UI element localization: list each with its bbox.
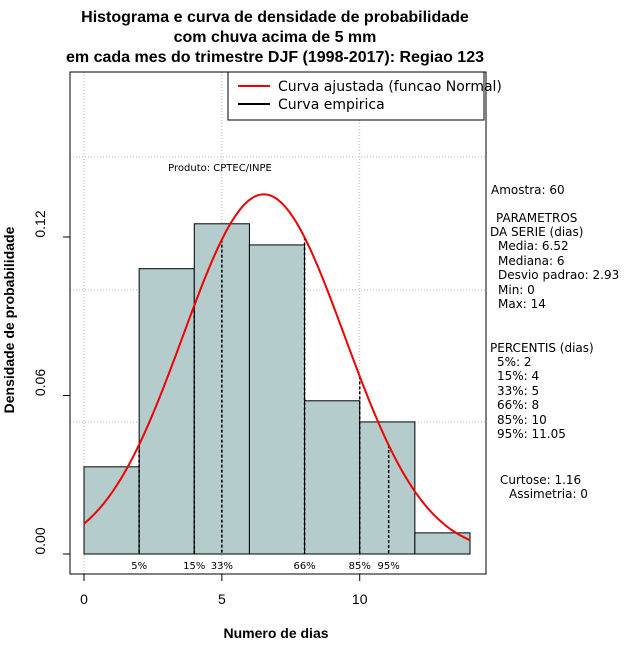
- statistics-panel: Amostra: 60 PARAMETROS DA SERIE (dias) M…: [490, 183, 619, 501]
- percentile-85: 85%: 10: [497, 413, 547, 427]
- skewness: Assimetria: 0: [509, 487, 588, 501]
- percentile-15: 15%: 4: [497, 369, 539, 383]
- legend: Curva ajustada (funcao Normal) Curva emp…: [227, 71, 502, 121]
- y-axis-title: Densidade de probabilidade: [1, 226, 17, 413]
- histogram-bar: [414, 532, 471, 555]
- percentile-label: 85%: [349, 561, 371, 572]
- percentile-label: 5%: [131, 561, 147, 572]
- normal-curve-layer: [83, 193, 471, 542]
- chart-title-line-1: Histograma e curva de densidade de proba…: [81, 9, 469, 26]
- histogram-bar: [83, 466, 140, 555]
- percentile-label: 66%: [293, 561, 315, 572]
- x-tick-label: 5: [218, 591, 226, 607]
- y-tick-label: 0.06: [32, 369, 48, 396]
- normal-curve: [83, 193, 471, 542]
- histogram-bar: [304, 400, 361, 555]
- legend-label-empirical: Curva empirica: [278, 97, 385, 113]
- y-axis: 0.00 0.06 0.12: [32, 210, 71, 555]
- param-min: Min: 0: [498, 283, 535, 297]
- percentile-33: 33%: 5: [497, 384, 539, 398]
- chart-title-line-2: com chuva acima de 5 mm: [174, 29, 377, 46]
- parameters-subheader: DA SERIE (dias): [490, 225, 583, 239]
- x-tick-label: 0: [80, 591, 88, 607]
- y-tick-label: 0.12: [32, 210, 48, 237]
- x-tick-label: 10: [352, 591, 368, 607]
- x-axis-title: Numero de dias: [223, 625, 328, 641]
- histogram-bar: [138, 268, 195, 555]
- product-annotation: Produto: CPTEC/INPE: [168, 163, 272, 174]
- percentile-66: 66%: 8: [497, 398, 539, 412]
- chart-title-line-3: em cada mes do trimestre DJF (1998-2017)…: [66, 49, 484, 66]
- percentile-5: 5%: 2: [497, 355, 532, 369]
- percentile-label: 15%: [183, 561, 205, 572]
- sample-size: Amostra: 60: [491, 183, 565, 197]
- percentile-95: 95%: 11.05: [497, 427, 566, 441]
- param-median: Mediana: 6: [498, 254, 565, 268]
- param-mean: Media: 6.52: [498, 239, 569, 253]
- legend-box: [227, 71, 485, 121]
- percentile-label: 33%: [211, 561, 233, 572]
- parameters-header: PARAMETROS: [496, 211, 577, 225]
- percentiles-header: PERCENTIS (dias): [490, 341, 594, 355]
- histogram-bars: [83, 223, 471, 555]
- kurtosis: Curtose: 1.16: [500, 473, 581, 487]
- legend-label-normal: Curva ajustada (funcao Normal): [278, 79, 502, 95]
- param-std: Desvio padrao: 2.93: [498, 268, 619, 282]
- histogram-bar: [193, 223, 250, 555]
- histogram-bar: [248, 244, 306, 555]
- percentile-lines: 5% 15% 33% 66% 85% 95%: [131, 237, 400, 572]
- y-tick-label: 0.00: [32, 527, 48, 554]
- param-max: Max: 14: [498, 297, 546, 311]
- x-axis: 0 5 10: [80, 573, 368, 607]
- percentile-label: 95%: [378, 561, 400, 572]
